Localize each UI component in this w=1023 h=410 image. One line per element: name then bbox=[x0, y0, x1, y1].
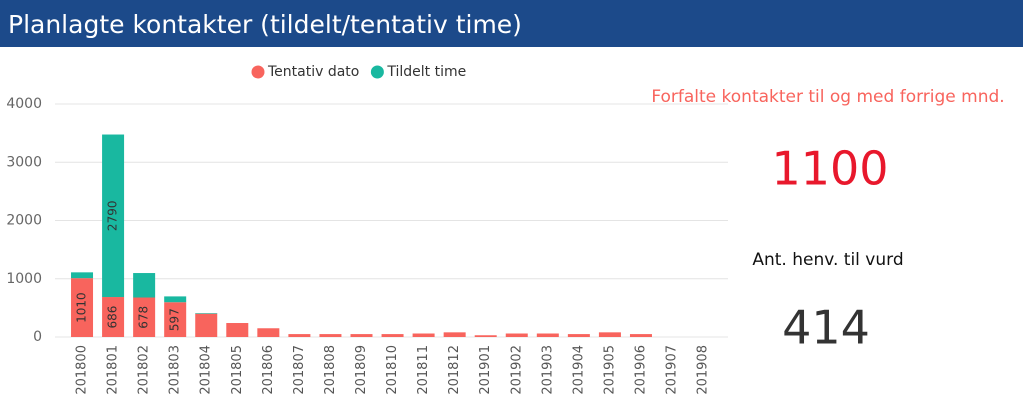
x-tick-label: 201801 bbox=[106, 345, 121, 395]
x-tick-label: 201901 bbox=[478, 345, 493, 395]
legend-marker bbox=[251, 65, 265, 79]
bar-segment bbox=[319, 334, 342, 337]
y-tick-label: 1000 bbox=[6, 271, 42, 287]
x-tick-label: 201806 bbox=[261, 345, 276, 395]
header-bar bbox=[0, 0, 1023, 47]
bar-segment bbox=[350, 334, 373, 337]
kpi-value: 1100 bbox=[771, 142, 888, 196]
bar-segment bbox=[195, 313, 218, 314]
bar-segment bbox=[71, 272, 94, 279]
data-label: 2790 bbox=[106, 201, 120, 232]
x-tick-label: 201908 bbox=[696, 345, 711, 395]
x-tick-label: 201802 bbox=[137, 345, 152, 395]
x-tick-label: 201906 bbox=[633, 345, 648, 395]
data-label: 597 bbox=[168, 308, 182, 331]
bar-segment bbox=[443, 332, 466, 337]
legend-label: Tildelt time bbox=[386, 64, 466, 80]
x-tick-label: 201808 bbox=[323, 345, 338, 395]
bar-segment bbox=[164, 296, 187, 303]
data-label: 1010 bbox=[75, 292, 89, 323]
x-tick-label: 201805 bbox=[230, 345, 245, 395]
bar-segment bbox=[133, 297, 156, 337]
bar-segment bbox=[381, 334, 404, 337]
data-label: 686 bbox=[106, 306, 120, 329]
bar-segment bbox=[505, 333, 528, 337]
x-tick-label: 201809 bbox=[354, 345, 369, 395]
header-title: Planlagte kontakter (tildelt/tentativ ti… bbox=[8, 10, 522, 39]
x-tick-label: 201812 bbox=[447, 345, 462, 395]
data-label: 678 bbox=[137, 306, 151, 329]
x-tick-label: 201811 bbox=[416, 345, 431, 395]
bar-segment bbox=[102, 297, 125, 337]
bar-segment bbox=[195, 313, 218, 337]
bar-segment bbox=[226, 323, 249, 337]
x-tick-label: 201904 bbox=[571, 345, 586, 395]
bar-segment bbox=[412, 333, 435, 337]
y-tick-label: 0 bbox=[33, 329, 42, 345]
y-tick-label: 3000 bbox=[6, 154, 42, 170]
bar-segment bbox=[567, 334, 590, 337]
x-tick-label: 201810 bbox=[385, 345, 400, 395]
x-tick-label: 201903 bbox=[540, 345, 555, 395]
legend-marker bbox=[370, 65, 384, 79]
bar-segment bbox=[133, 273, 156, 298]
bar-segment bbox=[629, 334, 652, 337]
bar-segment bbox=[474, 335, 497, 337]
x-tick-label: 201907 bbox=[665, 345, 680, 395]
bar-segment bbox=[164, 302, 187, 337]
x-tick-label: 201803 bbox=[168, 345, 183, 395]
bar-segment bbox=[598, 332, 621, 337]
bar-segment bbox=[536, 333, 559, 337]
legend-label: Tentativ dato bbox=[267, 64, 359, 80]
x-tick-label: 201804 bbox=[199, 345, 214, 395]
kpi-value: 414 bbox=[782, 301, 870, 355]
bar-segment bbox=[71, 278, 94, 337]
bar-segment bbox=[288, 334, 311, 337]
kpi-title: Ant. henv. til vurd bbox=[752, 250, 903, 270]
kpi-title: Forfalte kontakter til og med forrige mn… bbox=[651, 87, 1004, 107]
bar-segment bbox=[257, 328, 280, 337]
x-tick-label: 201800 bbox=[75, 345, 90, 395]
x-tick-label: 201905 bbox=[602, 345, 617, 395]
x-tick-label: 201807 bbox=[292, 345, 307, 395]
bar-segment bbox=[102, 134, 125, 298]
y-tick-label: 4000 bbox=[6, 96, 42, 112]
x-tick-label: 201902 bbox=[509, 345, 524, 395]
y-tick-label: 2000 bbox=[6, 213, 42, 229]
